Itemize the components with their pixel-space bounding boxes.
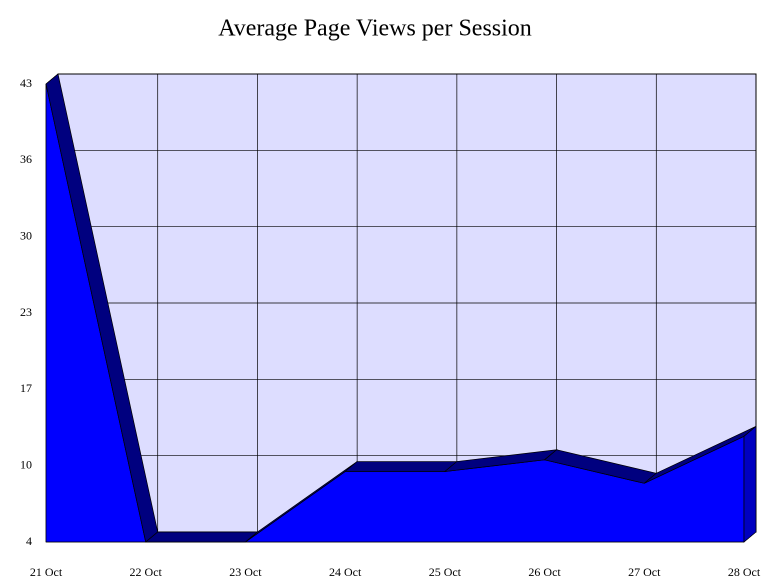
area-side bbox=[743, 425, 757, 543]
area-top bbox=[144, 531, 259, 543]
y-tick-label: 17 bbox=[20, 381, 32, 395]
x-tick-label: 27 Oct bbox=[628, 565, 661, 578]
y-tick-label: 23 bbox=[20, 305, 32, 319]
y-tick-label: 10 bbox=[20, 457, 32, 471]
y-tick-label: 43 bbox=[20, 76, 32, 90]
x-tick-label: 25 Oct bbox=[429, 565, 462, 578]
y-tick-label: 30 bbox=[20, 228, 32, 242]
x-tick-label: 23 Oct bbox=[229, 565, 262, 578]
x-tick-label: 22 Oct bbox=[130, 565, 163, 578]
x-tick-label: 26 Oct bbox=[528, 565, 561, 578]
y-tick-label: 36 bbox=[20, 152, 32, 166]
x-tick-label: 24 Oct bbox=[329, 565, 362, 578]
chart-title: Average Page Views per Session bbox=[218, 16, 532, 42]
x-tick-label: 28 Oct bbox=[728, 565, 761, 578]
area-top bbox=[344, 461, 458, 472]
y-tick-label: 4 bbox=[26, 534, 32, 548]
x-tick-label: 21 Oct bbox=[30, 565, 63, 578]
